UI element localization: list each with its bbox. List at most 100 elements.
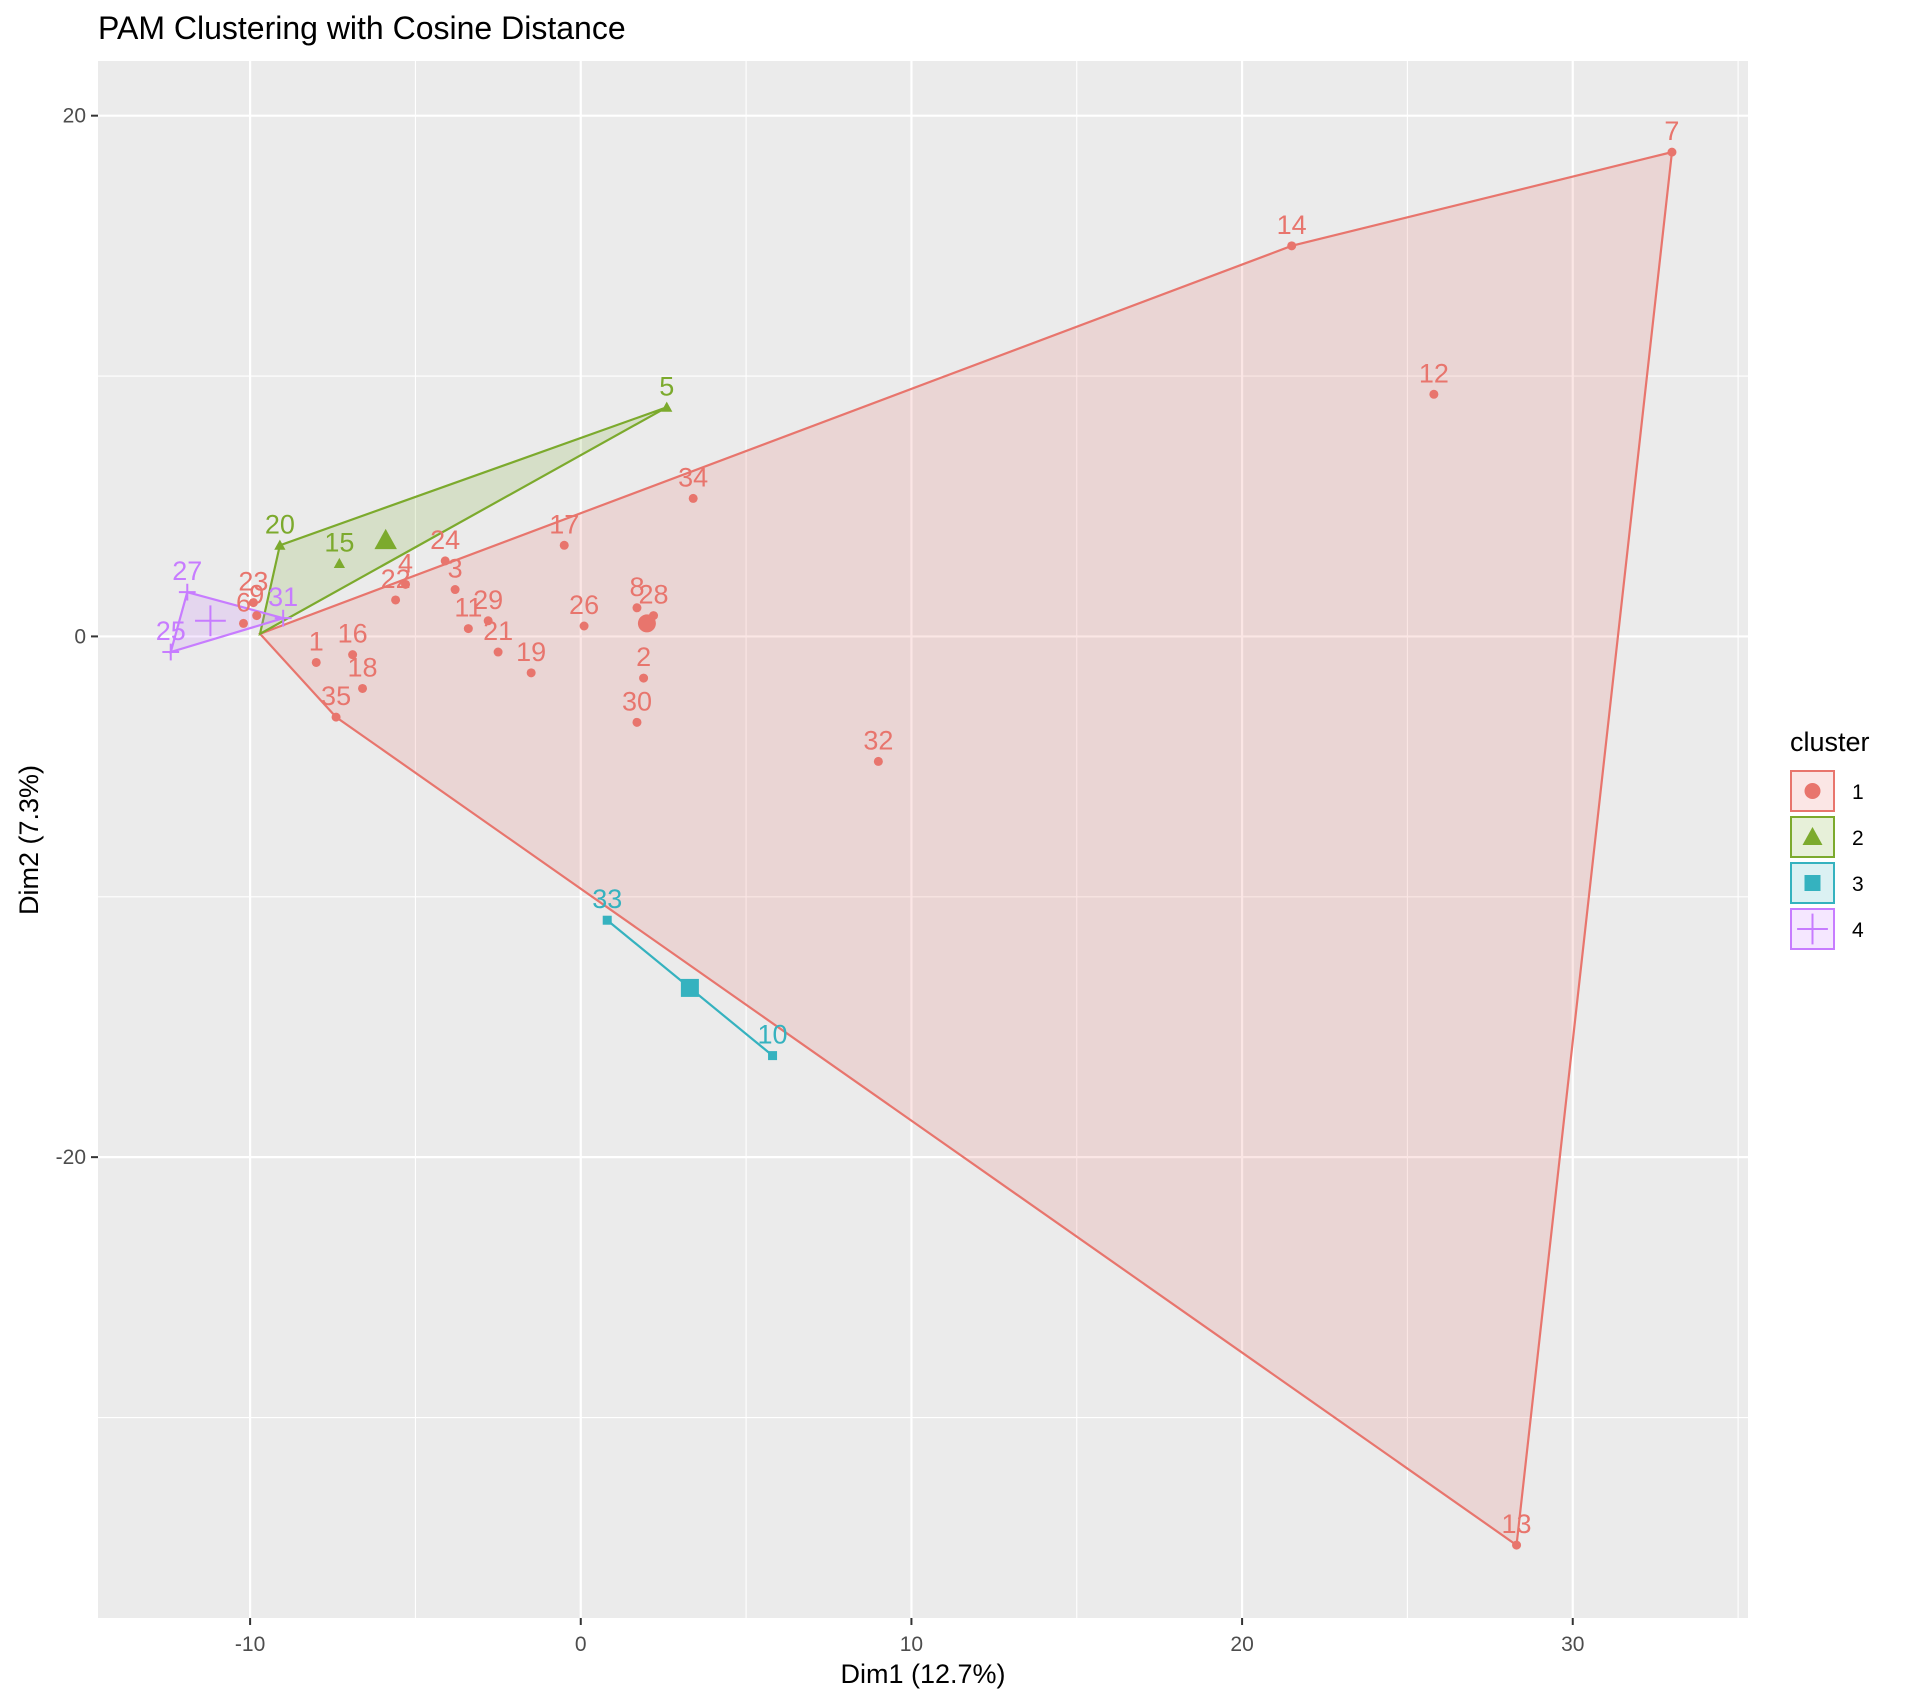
point-label: 17 <box>549 509 579 539</box>
legend-title: cluster <box>1790 727 1870 757</box>
legend-item-cluster-1: 1 <box>1790 770 1864 812</box>
point-label: 15 <box>324 528 354 558</box>
point-label: 29 <box>473 585 503 615</box>
cluster-hulls <box>169 150 1674 1548</box>
x-tick-label: 30 <box>1561 1633 1584 1656</box>
cluster-1-point <box>493 647 503 657</box>
point-label: 33 <box>592 884 622 914</box>
point-label: 11 <box>454 593 482 623</box>
cluster-1-point <box>526 668 536 678</box>
point-label: 28 <box>638 580 668 610</box>
cluster-1-point <box>1512 1540 1522 1550</box>
point-label: 7 <box>1664 116 1679 146</box>
point-label: 10 <box>758 1020 788 1050</box>
x-tick-label: -10 <box>235 1633 265 1656</box>
legend-item-cluster-2: 2 <box>1790 816 1864 858</box>
point-label: 16 <box>338 619 368 649</box>
point-label: 2 <box>636 642 651 672</box>
cluster-3-medoid <box>680 978 699 997</box>
data-points <box>162 147 1677 1550</box>
cluster-1-point <box>639 673 649 683</box>
cluster-1-point <box>401 579 411 589</box>
point-label: 22 <box>381 564 411 594</box>
point-label: 5 <box>659 371 674 401</box>
legend-item-cluster-3: 3 <box>1790 862 1864 904</box>
point-label: 23 <box>238 567 268 597</box>
y-tick-label: -20 <box>56 1146 86 1169</box>
cluster-2-hull <box>258 406 668 636</box>
cluster-1-point <box>238 618 248 628</box>
cluster-4-hull <box>169 590 288 654</box>
cluster-1-point <box>483 616 493 626</box>
point-label: 20 <box>265 509 295 539</box>
x-tick-label: 10 <box>900 1633 923 1656</box>
x-tick-label: 20 <box>1230 1633 1253 1656</box>
x-axis-title: Dim1 (12.7%) <box>840 1659 1005 1689</box>
point-label: 12 <box>1419 358 1449 388</box>
plot-panel <box>98 61 1748 1618</box>
cluster-1-point <box>331 712 341 722</box>
point-label: 6 <box>236 587 251 617</box>
point-label: 18 <box>348 652 378 682</box>
cluster-1-point <box>440 556 450 566</box>
legend: cluster 1 2 3 4 <box>1790 727 1870 950</box>
point-label: 30 <box>622 686 652 716</box>
cluster-2-medoid <box>374 528 397 550</box>
legend-key-marker <box>1802 827 1823 845</box>
cluster-1-medoid <box>637 614 656 633</box>
cluster-1-point <box>579 621 589 631</box>
point-label: 27 <box>172 556 202 586</box>
legend-label: 4 <box>1852 919 1864 942</box>
cluster-1-point <box>252 611 262 621</box>
legend-label: 3 <box>1852 873 1864 896</box>
cluster-1-point <box>311 657 321 667</box>
legend-key-marker <box>1797 913 1828 945</box>
major-gridlines <box>98 61 1748 1618</box>
point-label: 1 <box>309 626 324 656</box>
point-label: 31 <box>268 582 298 612</box>
cluster-1-point <box>1287 241 1297 251</box>
y-tick-label: 20 <box>63 105 86 128</box>
point-label: 24 <box>430 525 460 555</box>
point-label: 21 <box>483 616 513 646</box>
cluster-1-hull <box>258 150 1674 1548</box>
point-label: 34 <box>678 462 708 492</box>
minor-gridlines <box>98 61 1748 1618</box>
point-label: 9 <box>249 580 264 610</box>
point-label: 3 <box>448 554 463 584</box>
chart-title: PAM Clustering with Cosine Distance <box>98 10 626 46</box>
point-label: 26 <box>569 590 599 620</box>
legend-item-cluster-4: 4 <box>1790 908 1864 950</box>
cluster-1-point <box>688 493 698 503</box>
legend-label: 2 <box>1852 827 1864 850</box>
point-label: 19 <box>516 637 546 667</box>
legend-key-marker <box>1804 783 1821 799</box>
cluster-1-point <box>248 598 258 608</box>
cluster-1-point <box>450 585 460 595</box>
y-axis-title: Dim2 (7.3%) <box>14 765 44 915</box>
cluster-2-point <box>333 557 346 569</box>
x-tick-label: 0 <box>575 1633 587 1656</box>
cluster-1-point <box>873 756 883 766</box>
point-label: 13 <box>1502 1509 1532 1539</box>
cluster-1-point <box>632 717 642 727</box>
cluster-3-point <box>602 915 612 925</box>
cluster-1-point <box>358 683 368 693</box>
cluster-1-point <box>1667 147 1677 157</box>
cluster-1-point <box>559 540 569 550</box>
cluster-4-point <box>274 609 292 627</box>
point-label: 4 <box>398 548 413 578</box>
cluster-4-medoid <box>195 605 226 637</box>
cluster-4-point <box>162 643 180 661</box>
cluster-2-point <box>661 401 673 412</box>
x-axis-ticks: -10 0 10 20 30 <box>235 1618 1584 1656</box>
cluster-1-point <box>632 603 642 613</box>
cluster-1-point <box>463 624 473 634</box>
legend-key-marker <box>1804 875 1821 891</box>
cluster-1-point <box>348 650 358 660</box>
point-label: 8 <box>629 572 644 602</box>
cluster-4-point <box>178 583 196 601</box>
point-label: 35 <box>321 681 351 711</box>
